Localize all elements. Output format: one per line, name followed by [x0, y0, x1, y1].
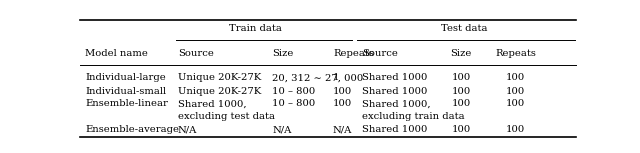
Text: Individual-large: Individual-large: [85, 73, 166, 82]
Text: Shared 1000: Shared 1000: [362, 125, 427, 134]
Text: 100: 100: [506, 99, 525, 108]
Text: 1: 1: [333, 73, 339, 82]
Text: N/A: N/A: [273, 125, 292, 134]
Text: 100: 100: [333, 99, 352, 108]
Text: Size: Size: [273, 49, 294, 58]
Text: Individual-small: Individual-small: [85, 88, 166, 97]
Text: 100: 100: [506, 88, 525, 97]
Text: Shared 1000: Shared 1000: [362, 73, 427, 82]
Text: Ensemble-average: Ensemble-average: [85, 125, 179, 134]
Text: N/A: N/A: [178, 125, 197, 134]
Text: Ensemble-linear: Ensemble-linear: [85, 99, 168, 108]
Text: Unique 20K-27K: Unique 20K-27K: [178, 73, 261, 82]
Text: Shared 1000,: Shared 1000,: [362, 99, 430, 108]
Text: excluding test data: excluding test data: [178, 112, 275, 121]
Text: Test data: Test data: [441, 24, 488, 34]
Text: Size: Size: [451, 49, 472, 58]
Text: 100: 100: [451, 125, 470, 134]
Text: 100: 100: [451, 88, 470, 97]
Text: Shared 1000,: Shared 1000,: [178, 99, 246, 108]
Text: 10 – 800: 10 – 800: [273, 99, 316, 108]
Text: Train data: Train data: [228, 24, 282, 34]
Text: 100: 100: [451, 99, 470, 108]
Text: 100: 100: [506, 125, 525, 134]
Text: 100: 100: [506, 73, 525, 82]
Text: 20, 312 ∼ 27, 000: 20, 312 ∼ 27, 000: [273, 73, 364, 82]
Text: N/A: N/A: [333, 125, 353, 134]
Text: Source: Source: [362, 49, 397, 58]
Text: 100: 100: [333, 88, 352, 97]
Text: excluding train data: excluding train data: [362, 112, 465, 121]
Text: Repeats: Repeats: [333, 49, 374, 58]
Text: Source: Source: [178, 49, 214, 58]
Text: 100: 100: [451, 73, 470, 82]
Text: Shared 1000: Shared 1000: [362, 88, 427, 97]
Text: 10 – 800: 10 – 800: [273, 88, 316, 97]
Text: Model name: Model name: [85, 49, 148, 58]
Text: Unique 20K-27K: Unique 20K-27K: [178, 88, 261, 97]
Text: Repeats: Repeats: [495, 49, 536, 58]
